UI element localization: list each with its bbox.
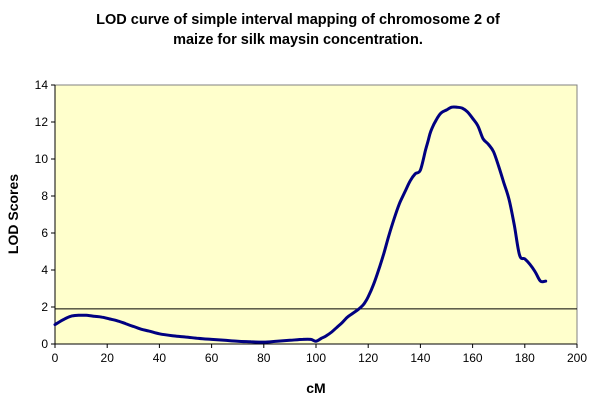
x-tick-label: 180 <box>515 351 535 365</box>
y-tick-label: 0 <box>41 337 48 351</box>
x-tick-label: 160 <box>463 351 483 365</box>
chart-title: LOD curve of simple interval mapping of … <box>0 10 596 50</box>
x-tick-label: 200 <box>567 351 587 365</box>
y-tick-label: 10 <box>35 152 49 166</box>
lod-curve <box>53 105 548 344</box>
x-tick-label: 60 <box>205 351 219 365</box>
y-tick-label: 12 <box>35 115 49 129</box>
x-tick-label: 140 <box>410 351 430 365</box>
x-axis-title: cM <box>306 380 325 396</box>
y-tick-label: 2 <box>41 300 48 314</box>
x-tick-label: 20 <box>101 351 115 365</box>
y-tick-label: 8 <box>41 189 48 203</box>
chart-title-line-2: maize for silk maysin concentration. <box>173 32 423 48</box>
y-tick-label: 14 <box>35 78 49 92</box>
x-tick-label: 80 <box>257 351 271 365</box>
y-tick-label: 6 <box>41 226 48 240</box>
x-tick-label: 40 <box>153 351 167 365</box>
y-tick-label: 4 <box>41 263 48 277</box>
chart-title-line-1: LOD curve of simple interval mapping of … <box>96 12 500 28</box>
x-tick-label: 120 <box>358 351 378 365</box>
x-tick-label: 100 <box>306 351 326 365</box>
y-axis-title: LOD Scores <box>5 174 21 254</box>
x-tick-label: 0 <box>52 351 59 365</box>
plot-area <box>54 84 578 345</box>
